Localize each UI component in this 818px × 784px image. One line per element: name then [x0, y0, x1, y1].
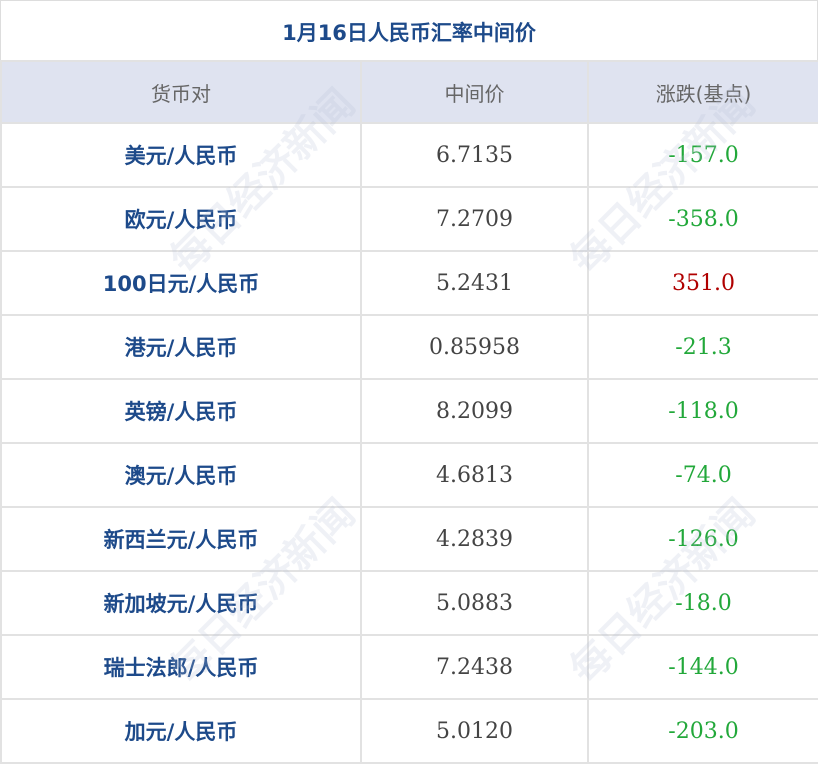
mid-rate: 7.2438: [360, 634, 589, 700]
currency-pair: 澳元/人民币: [0, 442, 362, 508]
change-bp: -203.0: [587, 698, 818, 764]
currency-pair: 瑞士法郎/人民币: [0, 634, 362, 700]
table-row: 加元/人民币 5.0120 -203.0: [0, 698, 818, 764]
table-row: 新加坡元/人民币 5.0883 -18.0: [0, 570, 818, 636]
table-row: 港元/人民币 0.85958 -21.3: [0, 314, 818, 380]
change-bp: -157.0: [587, 122, 818, 188]
mid-rate: 4.2839: [360, 506, 589, 572]
mid-rate: 5.0883: [360, 570, 589, 636]
table-row: 英镑/人民币 8.2099 -118.0: [0, 378, 818, 444]
table-row: 100日元/人民币 5.2431 351.0: [0, 250, 818, 316]
change-bp: -144.0: [587, 634, 818, 700]
header-change: 涨跌(基点): [587, 60, 818, 124]
header-row: 货币对 中间价 涨跌(基点): [0, 60, 818, 124]
currency-pair: 100日元/人民币: [0, 250, 362, 316]
change-bp: -74.0: [587, 442, 818, 508]
mid-rate: 5.2431: [360, 250, 589, 316]
table-row: 欧元/人民币 7.2709 -358.0: [0, 186, 818, 252]
table-row: 瑞士法郎/人民币 7.2438 -144.0: [0, 634, 818, 700]
currency-pair: 港元/人民币: [0, 314, 362, 380]
change-bp: -18.0: [587, 570, 818, 636]
mid-rate: 0.85958: [360, 314, 589, 380]
table-row: 美元/人民币 6.7135 -157.0: [0, 122, 818, 188]
currency-pair: 欧元/人民币: [0, 186, 362, 252]
currency-pair: 新加坡元/人民币: [0, 570, 362, 636]
table-row: 新西兰元/人民币 4.2839 -126.0: [0, 506, 818, 572]
table-row: 澳元/人民币 4.6813 -74.0: [0, 442, 818, 508]
mid-rate: 4.6813: [360, 442, 589, 508]
exchange-rate-table: 货币对 中间价 涨跌(基点) 美元/人民币 6.7135 -157.0 欧元/人民币 7…: [0, 60, 818, 764]
mid-rate: 5.0120: [360, 698, 589, 764]
mid-rate: 8.2099: [360, 378, 589, 444]
currency-pair: 新西兰元/人民币: [0, 506, 362, 572]
currency-pair: 加元/人民币: [0, 698, 362, 764]
table-title: 1月16日人民币汇率中间价: [0, 0, 818, 60]
change-bp: -21.3: [587, 314, 818, 380]
header-pair: 货币对: [0, 60, 362, 124]
header-mid: 中间价: [360, 60, 589, 124]
change-bp: -126.0: [587, 506, 818, 572]
change-bp: 351.0: [587, 250, 818, 316]
mid-rate: 7.2709: [360, 186, 589, 252]
change-bp: -358.0: [587, 186, 818, 252]
change-bp: -118.0: [587, 378, 818, 444]
currency-pair: 英镑/人民币: [0, 378, 362, 444]
currency-pair: 美元/人民币: [0, 122, 362, 188]
mid-rate: 6.7135: [360, 122, 589, 188]
